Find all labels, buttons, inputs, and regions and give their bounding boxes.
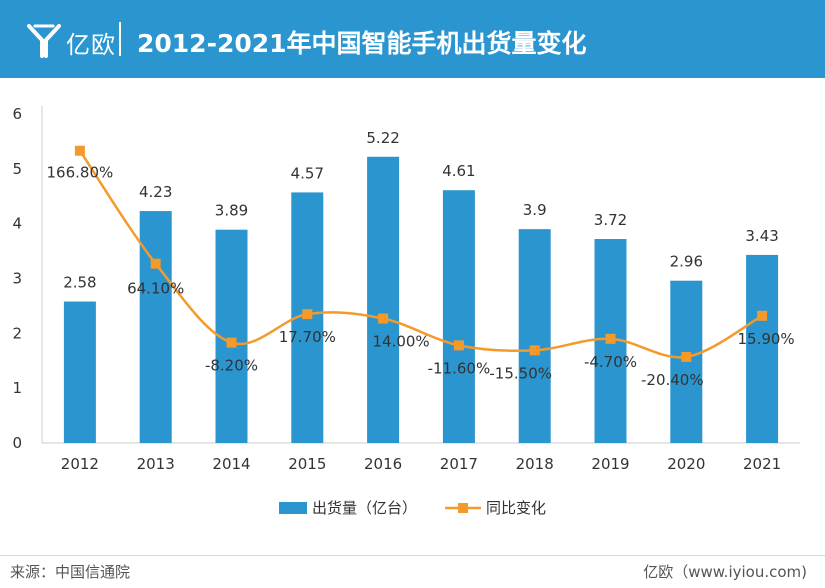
header-banner: 亿欧 2012-2021年中国智能手机出货量变化 xyxy=(0,0,825,78)
yoy-value-label: -11.60% xyxy=(428,359,491,377)
yoy-value-label: -20.40% xyxy=(641,371,704,389)
yoy-marker-2012 xyxy=(74,145,85,156)
bar-value-label: 2.58 xyxy=(63,274,96,292)
x-tick-label: 2012 xyxy=(61,455,99,473)
bar-value-label: 4.57 xyxy=(291,164,324,182)
page-title: 2012-2021年中国智能手机出货量变化 xyxy=(137,29,587,58)
bar-value-label: 4.61 xyxy=(442,162,475,180)
yoy-value-label: -15.50% xyxy=(489,364,552,382)
x-tick-label: 2020 xyxy=(667,455,705,473)
yoy-marker-2021 xyxy=(757,310,768,321)
bar-2012 xyxy=(63,301,96,443)
legend-line-marker xyxy=(458,503,468,513)
yoy-marker-2020 xyxy=(681,351,692,362)
footer-divider xyxy=(0,555,825,556)
yoy-marker-2014 xyxy=(226,337,237,348)
shipment-chart: 0 1 2 3 4 5 6 2.58 2012 4.23 2013 3.89 2014 4.57 2015 5… xyxy=(12,105,800,517)
yoy-marker-2013 xyxy=(150,258,161,269)
x-tick-label: 2013 xyxy=(137,455,175,473)
source-note: 来源：中国信通院 xyxy=(10,563,131,581)
legend-bar-label: 出货量（亿台） xyxy=(312,499,417,517)
bar-value-label: 3.43 xyxy=(745,227,778,245)
bar-value-label: 5.22 xyxy=(366,129,399,147)
bar-value-label: 2.96 xyxy=(670,253,703,271)
yoy-value-label: 64.10% xyxy=(127,280,184,298)
credit-note: 亿欧（www.iyiou.com) xyxy=(643,563,807,581)
legend-bar-swatch xyxy=(279,502,307,514)
bar-value-label: 4.23 xyxy=(139,183,172,201)
yoy-value-label: 166.80% xyxy=(47,164,114,182)
header-divider xyxy=(119,22,121,56)
x-tick-label: 2018 xyxy=(516,455,554,473)
y-tick-label: 6 xyxy=(12,105,22,123)
yoy-value-label: -8.20% xyxy=(205,357,258,375)
x-tick-label: 2016 xyxy=(364,455,402,473)
bar-2021 xyxy=(746,254,779,443)
x-tick-label: 2019 xyxy=(591,455,629,473)
x-tick-label: 2017 xyxy=(440,455,478,473)
y-tick-label: 5 xyxy=(12,160,22,178)
yoy-marker-2017 xyxy=(453,340,464,351)
yiou-logo-icon xyxy=(27,24,61,58)
y-tick-label: 3 xyxy=(12,270,22,288)
yoy-marker-2019 xyxy=(605,333,616,344)
x-tick-label: 2021 xyxy=(743,455,781,473)
y-tick-label: 0 xyxy=(12,434,22,452)
yoy-value-label: -4.70% xyxy=(584,353,637,371)
bar-2013 xyxy=(139,211,172,443)
yoy-marker-2018 xyxy=(529,345,540,356)
yoy-value-label: 15.90% xyxy=(737,330,794,348)
bar-2018 xyxy=(518,229,551,443)
yoy-marker-2016 xyxy=(378,313,389,324)
yoy-value-label: 14.00% xyxy=(372,333,429,351)
bar-2016 xyxy=(367,156,400,443)
bar-value-label: 3.9 xyxy=(523,201,547,219)
x-tick-label: 2015 xyxy=(288,455,326,473)
bar-value-label: 3.89 xyxy=(215,202,248,220)
yoy-line xyxy=(78,150,763,359)
yoy-value-label: 17.70% xyxy=(279,328,336,346)
y-tick-label: 2 xyxy=(12,324,22,342)
y-tick-label: 4 xyxy=(12,215,22,233)
yoy-marker-2015 xyxy=(302,309,313,320)
legend-line-label: 同比变化 xyxy=(486,499,546,517)
bar-2017 xyxy=(442,190,475,443)
bar-value-label: 3.72 xyxy=(594,211,627,229)
x-tick-label: 2014 xyxy=(212,455,250,473)
y-tick-label: 1 xyxy=(12,379,22,397)
logo-text: 亿欧 xyxy=(66,31,116,59)
